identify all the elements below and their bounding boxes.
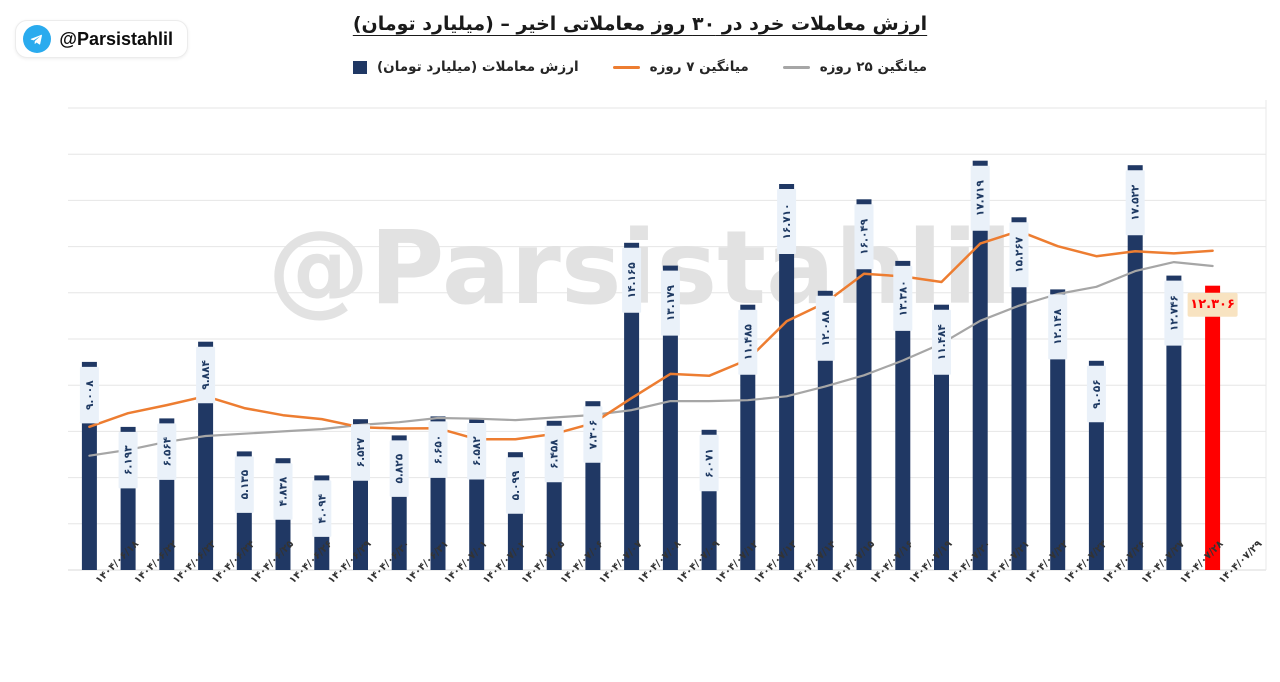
chart-title-text: ارزش معاملات خرد در ۳۰ روز معاملاتی اخیر…: [352, 13, 928, 35]
bar-value-label-box: [428, 421, 448, 478]
bar-value-label: ۱۶.۷۱۰: [781, 203, 793, 239]
bar: [779, 184, 795, 570]
bar-value-label-box: [467, 423, 487, 480]
bar: [624, 242, 640, 571]
legend-square-marker: [353, 60, 367, 74]
legend-line-marker: [782, 65, 810, 69]
bar-value-label: ۱۷.۵۲۲: [1130, 184, 1142, 221]
bar-value-label-box: [738, 309, 758, 375]
bar-value-label-box: [660, 270, 680, 336]
bar: [895, 260, 911, 570]
bar: [1166, 275, 1182, 570]
chart-legend: میانگین ۲۵ روزه میانگین ۷ روزه ارزش معاملا…: [0, 59, 1280, 75]
bar-value-label: ۴.۸۳۸: [278, 476, 290, 506]
legend-line-marker: [612, 65, 640, 69]
telegram-icon: [23, 25, 52, 53]
legend-label: میانگین ۲۵ روزه: [819, 59, 927, 75]
ma25-line: [88, 261, 1214, 457]
bar: [972, 160, 988, 570]
bar-value-label: ۴.۰۹۴: [316, 493, 328, 523]
bar-value-label-box: [505, 457, 525, 514]
bar-value-label-box: [389, 440, 409, 497]
x-axis-labels: ۱۴۰۴/۰۶/۱۸۱۴۰۴/۰۶/۲۲۱۴۰۴/۰۶/۲۳۱۴۰۴/۰۶/۲۴…: [94, 539, 1265, 586]
bar-value-labels: ۹.۰۰۸ ۶.۱۹۳ ۶.۵۶۴ ۹.۸۸۴ ۵.۱۳۵ ۴.۸۳۸ ۴.۰۹۴ ۶.۵۲۷…: [79, 165, 1238, 537]
bar-value-label: ۱۶.۰۴۹: [859, 218, 871, 255]
bar-value-label-box: [815, 295, 835, 361]
bar-value-label-box: [622, 247, 642, 313]
bar: [662, 265, 678, 570]
bar-value-label-box: [118, 431, 138, 489]
legend-item-0: میانگین ۲۵ روزه: [782, 59, 927, 75]
bar-value-label-box: [273, 463, 293, 520]
highlight-value-label-box: [1187, 292, 1238, 317]
bar-value-label: ۱۲.۰۸۸: [820, 310, 832, 347]
bar-value-label-box: [1009, 222, 1029, 288]
bar-value-label-box: [1125, 170, 1145, 236]
bar-value-label-box: [312, 480, 332, 537]
bar-value-label: ۱۲.۱۴۸: [1052, 308, 1064, 345]
bar-value-label: ۹.۰۰۸: [84, 380, 96, 410]
bar-value-label: ۷.۳۰۶: [587, 420, 599, 450]
bar-value-label-box: [932, 309, 951, 375]
bar-value-label: ۶.۶۵۰: [433, 435, 445, 465]
telegram-badge[interactable]: @Parsistahlil: [15, 20, 188, 58]
bar-value-label-box: [893, 265, 913, 331]
bar-value-label-box: [196, 346, 216, 404]
bar-value-label: ۱۷.۷۱۹: [975, 180, 987, 217]
bar-value-label: ۶.۰۷۱: [704, 448, 716, 478]
bar-value-label-box: [351, 424, 370, 481]
bar-value-label-box: [79, 366, 99, 424]
telegram-plane-icon: [31, 34, 43, 45]
bar-value-label: ۵.۰۹۹: [510, 470, 522, 500]
bar-value-label: ۶.۵۸۲: [471, 436, 483, 466]
bar-value-label: ۱۵.۲۶۷: [1014, 236, 1026, 273]
bar: [1127, 165, 1143, 570]
page-title: ارزش معاملات خرد در ۳۰ روز معاملاتی اخیر…: [0, 13, 1280, 35]
bar-value-label-box: [1048, 294, 1068, 360]
bar-value-label-box: [544, 425, 564, 483]
legend-label: میانگین ۷ روزه: [649, 59, 749, 75]
bar-value-label-box: [854, 204, 874, 270]
bar-value-label: ۱۳.۱۷۹: [665, 284, 677, 321]
bar-value-label: ۱۱.۴۸۵: [742, 324, 754, 361]
bar-value-label: ۶.۵۶۴: [161, 436, 173, 466]
bar-value-label-box: [1164, 280, 1184, 346]
bar-value-label: ۶.۴۵۸: [549, 439, 561, 469]
bar-value-label-box: [583, 406, 603, 463]
bar-value-label-box: [234, 456, 254, 513]
highlight-value-label: ۱۲.۳۰۶: [1190, 297, 1235, 312]
legend-item-2: ارزش معاملات (میلیارد تومان): [353, 59, 579, 75]
bar-value-label: ۹.۸۸۴: [200, 359, 212, 389]
bar-value-label: ۶.۱۹۳: [123, 445, 135, 475]
bar: [856, 199, 872, 571]
legend-label: ارزش معاملات (میلیارد تومان): [377, 59, 579, 75]
bar-value-label: ۵.۱۳۵: [239, 469, 251, 499]
bar-value-label-box: [157, 423, 177, 480]
bar-value-label-box: [699, 434, 719, 492]
bar-value-label-box: [1086, 365, 1106, 423]
bar-value-label: ۶.۵۲۷: [355, 437, 367, 467]
bar: [1050, 289, 1066, 570]
bars: [81, 160, 1221, 571]
bar-value-label: ۱۱.۴۸۴: [936, 324, 948, 361]
bar-value-label: ۹.۰۵۶: [1091, 379, 1103, 409]
bar-value-label: ۱۴.۱۶۵: [626, 262, 638, 299]
bar-value-label-box: [777, 189, 797, 254]
highlight-bar: [1205, 285, 1221, 570]
bar-value-label: ۵.۸۲۵: [394, 453, 406, 483]
bar-value-label-box: [970, 165, 990, 231]
bar-value-label: ۱۲.۷۴۶: [1168, 295, 1180, 331]
bar-value-label: ۱۳.۳۸۰: [897, 280, 909, 316]
telegram-handle: @Parsistahlil: [59, 28, 173, 49]
legend-item-1: میانگین ۷ روزه: [612, 59, 749, 75]
